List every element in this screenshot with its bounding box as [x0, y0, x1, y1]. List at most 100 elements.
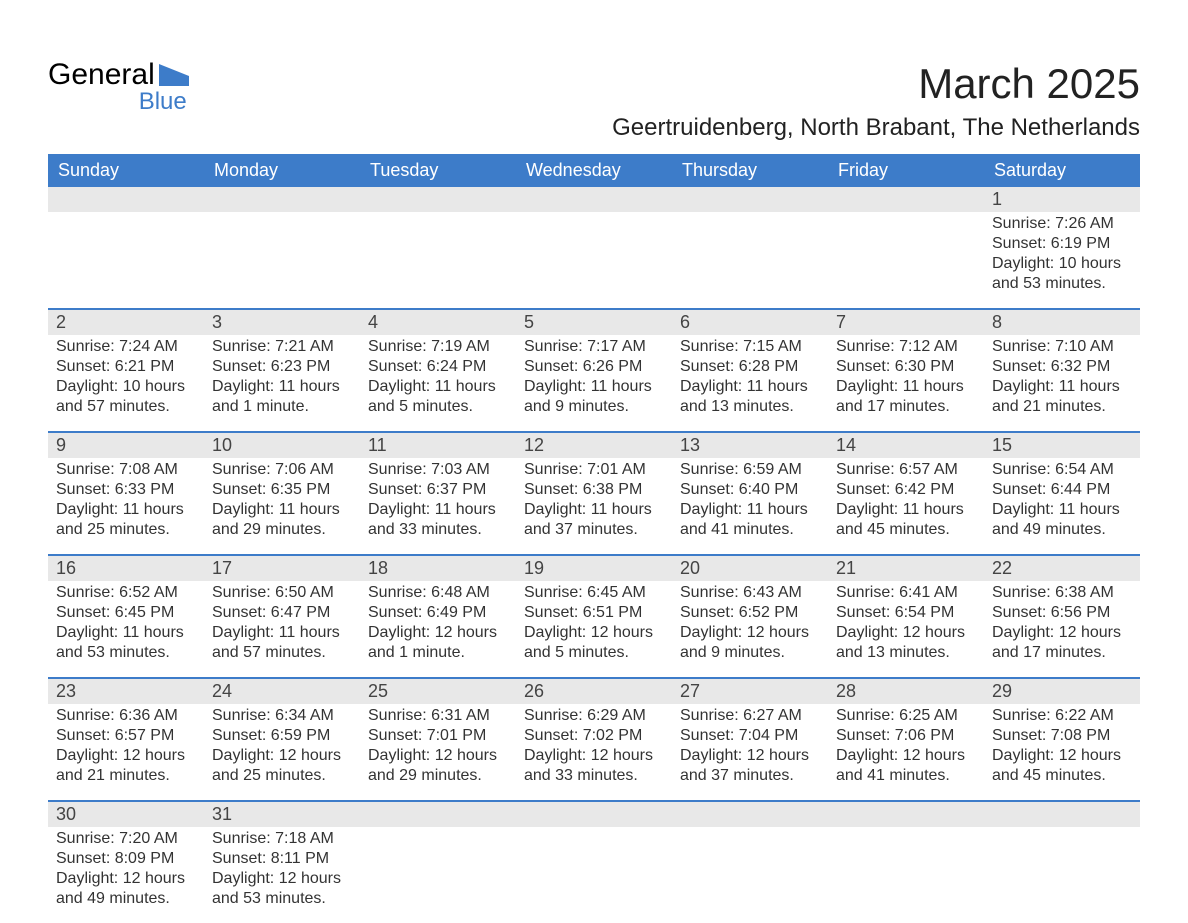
date-number — [516, 187, 672, 212]
daylight2-line: and 21 minutes. — [992, 397, 1134, 417]
daylight2-line: and 49 minutes. — [992, 520, 1134, 540]
daylight1-line: Daylight: 12 hours — [56, 746, 198, 766]
date-number: 11 — [360, 433, 516, 458]
weekday-header: Thursday — [672, 154, 828, 187]
daylight2-line: and 53 minutes. — [992, 274, 1134, 294]
calendar-week: Sunrise: 6:36 AMSunset: 6:57 PMDaylight:… — [48, 704, 1140, 802]
month-title: March 2025 — [612, 60, 1140, 108]
date-number — [516, 802, 672, 827]
sunset-line: Sunset: 6:57 PM — [56, 726, 198, 746]
sunset-line: Sunset: 6:33 PM — [56, 480, 198, 500]
date-number: 25 — [360, 679, 516, 704]
date-number — [672, 187, 828, 212]
date-number: 16 — [48, 556, 204, 581]
sunrise-line: Sunrise: 6:29 AM — [524, 706, 666, 726]
calendar-cell: Sunrise: 6:34 AMSunset: 6:59 PMDaylight:… — [204, 704, 360, 800]
sunrise-line: Sunrise: 6:48 AM — [368, 583, 510, 603]
date-bar: 23242526272829 — [48, 679, 1140, 704]
date-number: 23 — [48, 679, 204, 704]
calendar-cell — [984, 827, 1140, 923]
sunrise-line: Sunrise: 6:31 AM — [368, 706, 510, 726]
calendar-week: Sunrise: 7:20 AMSunset: 8:09 PMDaylight:… — [48, 827, 1140, 923]
page-header: General Blue March 2025 Geertruidenberg,… — [48, 60, 1140, 142]
calendar-cell — [516, 212, 672, 308]
calendar-cell: Sunrise: 6:31 AMSunset: 7:01 PMDaylight:… — [360, 704, 516, 800]
daylight2-line: and 9 minutes. — [680, 643, 822, 663]
daylight1-line: Daylight: 12 hours — [836, 623, 978, 643]
date-number — [360, 802, 516, 827]
daylight1-line: Daylight: 10 hours — [992, 254, 1134, 274]
date-number: 2 — [48, 310, 204, 335]
sunset-line: Sunset: 6:51 PM — [524, 603, 666, 623]
date-number: 5 — [516, 310, 672, 335]
sunset-line: Sunset: 7:08 PM — [992, 726, 1134, 746]
sunset-line: Sunset: 7:01 PM — [368, 726, 510, 746]
sunset-line: Sunset: 6:24 PM — [368, 357, 510, 377]
calendar-cell: Sunrise: 6:59 AMSunset: 6:40 PMDaylight:… — [672, 458, 828, 554]
date-number: 31 — [204, 802, 360, 827]
daylight1-line: Daylight: 11 hours — [368, 377, 510, 397]
date-number: 10 — [204, 433, 360, 458]
sunset-line: Sunset: 6:40 PM — [680, 480, 822, 500]
calendar-cell — [360, 827, 516, 923]
daylight2-line: and 1 minute. — [368, 643, 510, 663]
daylight2-line: and 5 minutes. — [368, 397, 510, 417]
sunset-line: Sunset: 6:56 PM — [992, 603, 1134, 623]
sunset-line: Sunset: 6:49 PM — [368, 603, 510, 623]
calendar-week: Sunrise: 7:26 AMSunset: 6:19 PMDaylight:… — [48, 212, 1140, 310]
daylight1-line: Daylight: 12 hours — [524, 746, 666, 766]
daylight1-line: Daylight: 11 hours — [680, 377, 822, 397]
calendar-cell: Sunrise: 7:26 AMSunset: 6:19 PMDaylight:… — [984, 212, 1140, 308]
daylight1-line: Daylight: 11 hours — [836, 500, 978, 520]
calendar-cell: Sunrise: 7:21 AMSunset: 6:23 PMDaylight:… — [204, 335, 360, 431]
daylight2-line: and 41 minutes. — [680, 520, 822, 540]
daylight1-line: Daylight: 11 hours — [524, 377, 666, 397]
calendar-cell: Sunrise: 7:15 AMSunset: 6:28 PMDaylight:… — [672, 335, 828, 431]
date-number: 12 — [516, 433, 672, 458]
date-number — [984, 802, 1140, 827]
daylight2-line: and 57 minutes. — [212, 643, 354, 663]
sunrise-line: Sunrise: 7:06 AM — [212, 460, 354, 480]
daylight2-line: and 13 minutes. — [680, 397, 822, 417]
date-number: 15 — [984, 433, 1140, 458]
daylight1-line: Daylight: 12 hours — [212, 869, 354, 889]
daylight2-line: and 5 minutes. — [524, 643, 666, 663]
sunset-line: Sunset: 6:28 PM — [680, 357, 822, 377]
calendar-cell: Sunrise: 7:17 AMSunset: 6:26 PMDaylight:… — [516, 335, 672, 431]
sunrise-line: Sunrise: 6:22 AM — [992, 706, 1134, 726]
calendar-cell: Sunrise: 7:10 AMSunset: 6:32 PMDaylight:… — [984, 335, 1140, 431]
calendar-cell: Sunrise: 6:57 AMSunset: 6:42 PMDaylight:… — [828, 458, 984, 554]
date-bar: 9101112131415 — [48, 433, 1140, 458]
daylight1-line: Daylight: 12 hours — [524, 623, 666, 643]
date-number — [828, 802, 984, 827]
sunset-line: Sunset: 7:04 PM — [680, 726, 822, 746]
sunrise-line: Sunrise: 6:50 AM — [212, 583, 354, 603]
calendar-cell: Sunrise: 7:24 AMSunset: 6:21 PMDaylight:… — [48, 335, 204, 431]
date-number: 6 — [672, 310, 828, 335]
calendar-cell — [828, 827, 984, 923]
date-number: 27 — [672, 679, 828, 704]
sunrise-line: Sunrise: 7:26 AM — [992, 214, 1134, 234]
daylight2-line: and 33 minutes. — [368, 520, 510, 540]
calendar-cell — [360, 212, 516, 308]
date-number: 1 — [984, 187, 1140, 212]
daylight1-line: Daylight: 11 hours — [836, 377, 978, 397]
date-number: 19 — [516, 556, 672, 581]
daylight1-line: Daylight: 11 hours — [212, 500, 354, 520]
daylight1-line: Daylight: 12 hours — [368, 746, 510, 766]
sunset-line: Sunset: 6:35 PM — [212, 480, 354, 500]
date-number: 24 — [204, 679, 360, 704]
sunset-line: Sunset: 6:23 PM — [212, 357, 354, 377]
daylight2-line: and 45 minutes. — [992, 766, 1134, 786]
sunset-line: Sunset: 8:11 PM — [212, 849, 354, 869]
sunrise-line: Sunrise: 6:34 AM — [212, 706, 354, 726]
sunset-line: Sunset: 7:06 PM — [836, 726, 978, 746]
sunrise-line: Sunrise: 7:12 AM — [836, 337, 978, 357]
calendar-cell: Sunrise: 6:38 AMSunset: 6:56 PMDaylight:… — [984, 581, 1140, 677]
daylight1-line: Daylight: 12 hours — [992, 623, 1134, 643]
date-number — [828, 187, 984, 212]
brand-logo: General Blue — [48, 60, 189, 116]
calendar-cell: Sunrise: 6:25 AMSunset: 7:06 PMDaylight:… — [828, 704, 984, 800]
date-number: 28 — [828, 679, 984, 704]
flag-icon — [159, 64, 189, 86]
